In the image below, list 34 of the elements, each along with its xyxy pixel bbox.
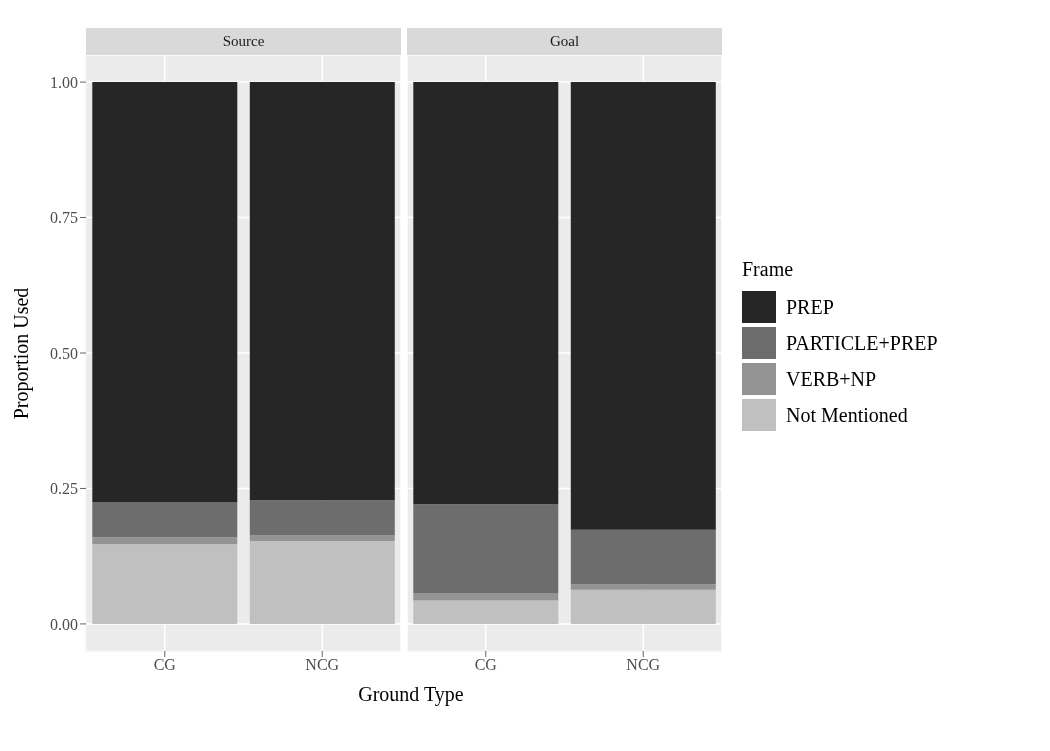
bar: [570, 82, 716, 530]
y-tick-label: 0.75: [50, 209, 78, 227]
legend-label: PARTICLE+PREP: [786, 331, 938, 355]
bar: [92, 537, 238, 545]
bar: [249, 82, 395, 501]
chart-title: Source: [86, 28, 401, 55]
y-tick-label: 0.25: [50, 480, 78, 498]
bar: [570, 584, 716, 590]
chart-title: Goal: [407, 28, 722, 55]
bar: [413, 600, 559, 624]
legend-title: Frame: [742, 258, 795, 281]
x-tick-label: NCG: [626, 656, 661, 674]
bar: [92, 82, 238, 502]
y-tick-label: 0.00: [50, 615, 78, 633]
y-tick-label: 0.50: [50, 344, 78, 362]
bar: [413, 82, 559, 505]
bar: [92, 502, 238, 538]
bar: [249, 500, 395, 536]
legend-label: PREP: [786, 295, 834, 319]
x-tick-label: CG: [474, 656, 498, 674]
bar: [249, 535, 395, 542]
y-axis-title: Proportion Used: [10, 287, 34, 419]
y-tick-label: 1.00: [50, 73, 78, 91]
legend-label: Not Mentioned: [786, 403, 908, 427]
x-tick-label: NCG: [305, 656, 340, 674]
bar: [92, 544, 238, 624]
x-axis-title: Ground Type: [357, 683, 465, 706]
bar: [570, 529, 716, 585]
bar: [413, 593, 559, 601]
bar: [249, 541, 395, 624]
bar: [413, 504, 559, 594]
bar: [570, 589, 716, 624]
legend-label: VERB+NP: [786, 367, 877, 391]
x-tick-label: CG: [153, 656, 177, 674]
